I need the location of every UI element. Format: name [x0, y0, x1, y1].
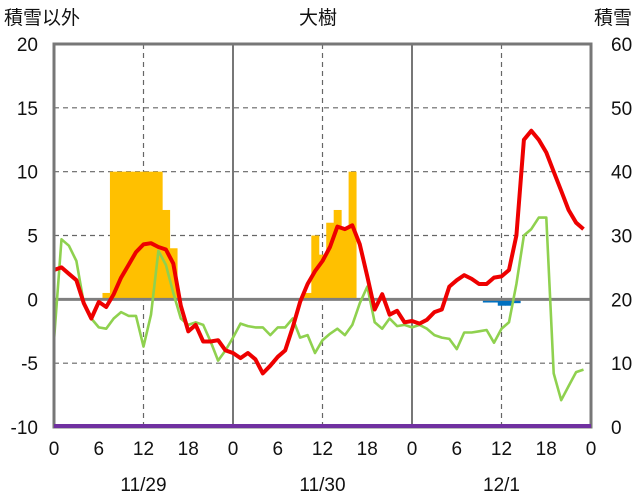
- x-tick-label: 12: [491, 439, 512, 460]
- right-tick-label: 50: [611, 99, 632, 120]
- snow-change-bar: [497, 299, 506, 306]
- left-tick-label: 10: [17, 163, 38, 184]
- date-label: 11/30: [299, 475, 345, 496]
- temperature-line: [53, 128, 585, 376]
- x-tick-label: 6: [272, 439, 283, 460]
- snow-depth-bar: [117, 171, 126, 300]
- snow-depth-bar: [139, 171, 148, 300]
- snow-depth-bar: [102, 292, 111, 300]
- grid-lines: [54, 44, 591, 427]
- x-tick-label: 0: [49, 439, 60, 460]
- snow-depth-bar: [124, 171, 133, 300]
- snow-depth-bar: [348, 171, 357, 300]
- snow-depth-bar: [303, 292, 312, 300]
- left-tick-label: -5: [21, 354, 38, 375]
- x-tick-label: 18: [178, 439, 199, 460]
- date-label: 11/29: [120, 475, 166, 496]
- right-tick-labels: 60 50 40 30 20 10 0: [611, 35, 632, 439]
- right-tick-label: 0: [611, 418, 622, 439]
- right-axis-label: 積雪: [594, 7, 632, 29]
- x-tick-label: 6: [93, 439, 104, 460]
- right-tick-label: 30: [611, 227, 632, 248]
- snow-depth-bar: [154, 171, 163, 300]
- snow-depth-bar: [109, 171, 118, 300]
- right-tick-label: 40: [611, 163, 632, 184]
- left-tick-label: 15: [17, 99, 38, 120]
- snow-depth-bar: [162, 209, 171, 300]
- snow-depth-bar: [341, 229, 350, 300]
- chart-title: 大樹: [299, 7, 337, 29]
- snow-depth-bar: [132, 171, 141, 300]
- snow-change-bar: [490, 299, 499, 303]
- x-tick-label: 12: [133, 439, 154, 460]
- x-tick-label: 0: [228, 439, 239, 460]
- left-tick-labels: 20 15 10 5 0 -5 -10: [11, 35, 38, 439]
- snow-change-bar: [512, 299, 521, 304]
- line-layer: [52, 128, 585, 402]
- snow-change-bar: [482, 299, 491, 303]
- left-tick-label: 0: [27, 290, 38, 311]
- right-tick-label: 20: [611, 290, 632, 311]
- snow-depth-bar: [326, 222, 335, 300]
- snow-depth-bar: [318, 254, 327, 300]
- right-tick-label: 60: [611, 35, 632, 56]
- secondary-line: [52, 216, 584, 402]
- left-axis-label: 積雪以外: [4, 7, 80, 29]
- right-tick-label: 10: [611, 354, 632, 375]
- snow-depth-bar: [147, 171, 156, 300]
- x-tick-label: 6: [451, 439, 462, 460]
- x-tick-label: 0: [586, 439, 597, 460]
- x-tick-label: 12: [312, 439, 333, 460]
- left-tick-label: 20: [17, 35, 38, 56]
- left-tick-label: 5: [27, 227, 38, 248]
- date-label: 12/1: [483, 475, 520, 496]
- x-tick-label: 18: [536, 439, 557, 460]
- left-tick-label: -10: [11, 418, 38, 439]
- date-labels: 11/29 11/30 12/1: [120, 475, 520, 496]
- snow-depth-bar: [311, 235, 320, 300]
- x-tick-label: 0: [407, 439, 418, 460]
- snow-change-bar: [505, 299, 514, 306]
- x-tick-label: 18: [357, 439, 378, 460]
- snow-depth-bar: [333, 209, 342, 300]
- x-tick-labels: 0 6 12 18 0 6 12 18 0 6 12 18 0: [49, 439, 597, 460]
